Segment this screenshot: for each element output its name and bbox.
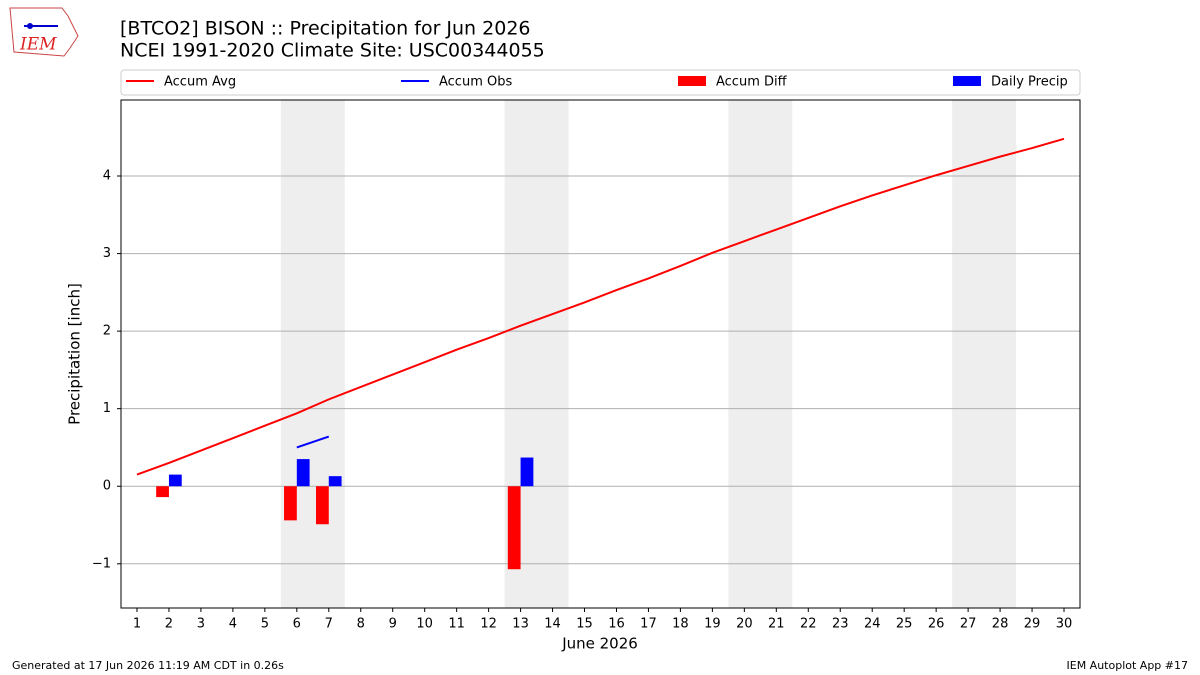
logo-text: IEM <box>19 35 57 55</box>
chart-subtitle: NCEI 1991-2020 Climate Site: USC00344055 <box>120 40 545 62</box>
x-axis-label: June 2026 <box>561 635 638 653</box>
legend-swatch <box>953 76 981 86</box>
y-tick-label: 1 <box>103 401 111 416</box>
bar <box>328 476 342 487</box>
x-tick-label: 20 <box>736 617 753 632</box>
y-tick-label: 4 <box>103 169 111 184</box>
x-tick-label: 2 <box>165 617 173 632</box>
x-tick-label: 10 <box>416 617 433 632</box>
x-tick-label: 30 <box>1056 617 1073 632</box>
line <box>136 137 1065 476</box>
footer-left: Generated at 17 Jun 2026 11:19 AM CDT in… <box>12 659 284 672</box>
y-tick-label: 0 <box>103 479 111 494</box>
legend-label: Accum Diff <box>716 75 788 90</box>
y-tick-label: −1 <box>92 556 111 571</box>
legend-swatch <box>678 76 706 86</box>
x-tick-label: 17 <box>640 617 657 632</box>
x-tick-label: 16 <box>608 617 625 632</box>
x-tick-label: 9 <box>389 617 397 632</box>
bar <box>156 486 169 498</box>
x-tick-label: 12 <box>480 617 497 632</box>
x-tick-label: 18 <box>672 617 689 632</box>
x-tick-label: 23 <box>832 617 849 632</box>
x-tick-label: 24 <box>864 617 881 632</box>
weekend-shade <box>952 100 1017 608</box>
bar <box>315 486 329 525</box>
logo: IEM <box>9 7 79 57</box>
weekend-shade <box>280 100 345 608</box>
x-tick-label: 21 <box>768 617 785 632</box>
y-tick-label: 2 <box>103 324 111 339</box>
x-tick-label: 11 <box>448 617 465 632</box>
legend-label: Daily Precip <box>991 75 1068 90</box>
x-tick-label: 3 <box>197 617 205 632</box>
legend <box>120 69 1081 96</box>
x-tick-label: 29 <box>1024 617 1041 632</box>
x-tick-label: 5 <box>261 617 269 632</box>
weekend-shade <box>728 100 793 608</box>
x-tick-label: 25 <box>896 617 913 632</box>
bar <box>520 457 534 487</box>
bar <box>296 459 310 487</box>
x-tick-label: 19 <box>704 617 721 632</box>
x-tick-label: 4 <box>229 617 237 632</box>
x-tick-label: 22 <box>800 617 817 632</box>
bar <box>168 474 182 487</box>
x-tick-label: 27 <box>960 617 977 632</box>
legend-label: Accum Obs <box>439 75 512 90</box>
legend-label: Accum Avg <box>164 75 236 90</box>
plot-frame <box>120 99 1081 609</box>
bar <box>507 486 521 570</box>
x-tick-label: 7 <box>325 617 333 632</box>
bar <box>284 486 297 521</box>
x-tick-label: 15 <box>576 617 593 632</box>
x-tick-label: 1 <box>133 617 141 632</box>
y-tick-label: 3 <box>103 246 111 261</box>
x-tick-label: 13 <box>512 617 529 632</box>
x-tick-label: 26 <box>928 617 945 632</box>
x-tick-label: 6 <box>293 617 301 632</box>
chart-title: [BTCO2] BISON :: Precipitation for Jun 2… <box>120 18 531 40</box>
y-axis-label: Precipitation [inch] <box>66 283 84 425</box>
x-tick-label: 14 <box>544 617 561 632</box>
x-tick-label: 28 <box>992 617 1009 632</box>
x-tick-label: 8 <box>357 617 365 632</box>
footer-right: IEM Autoplot App #17 <box>1067 659 1189 672</box>
line <box>296 435 330 449</box>
